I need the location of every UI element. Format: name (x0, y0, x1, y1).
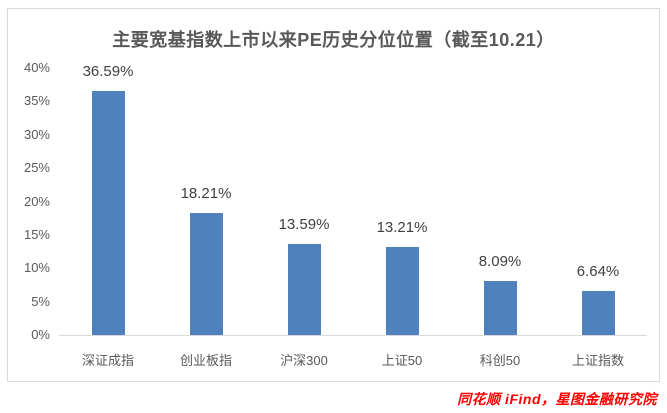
x-category-label: 创业板指 (179, 353, 232, 368)
x-category-label: 深证成指 (81, 353, 134, 368)
x-axis-line (59, 335, 647, 336)
x-category-label: 科创50 (479, 353, 521, 368)
value-label: 36.59% (82, 63, 134, 80)
value-label: 6.64% (576, 263, 620, 280)
x-category-label: 上证50 (381, 353, 423, 368)
y-tick-label: 0% (31, 327, 50, 342)
chart-card: 主要宽基指数上市以来PE历史分位位置（截至10.21） 0% 5% 10% 15% 20… (7, 8, 660, 382)
x-category-label: 沪深300 (280, 353, 328, 368)
bar-上证50 (386, 247, 419, 335)
source-credit: 同花顺 iFind，星图金融研究院 (457, 391, 657, 407)
y-tick-label: 25% (23, 160, 50, 176)
value-label: 13.21% (376, 219, 428, 236)
bar-深证成指 (92, 91, 125, 335)
bar-上证指数 (582, 291, 615, 335)
y-tick-label: 15% (23, 226, 50, 242)
chart-title: 主要宽基指数上市以来PE历史分位位置（截至10.21） (112, 30, 555, 50)
value-label: 18.21% (180, 185, 232, 202)
value-label: 13.59% (278, 216, 330, 233)
y-tick-label: 40% (23, 60, 50, 75)
value-label: 8.09% (478, 253, 522, 270)
y-tick-label: 5% (31, 293, 50, 309)
bar-沪深300 (288, 244, 321, 335)
y-tick-label: 20% (23, 193, 50, 209)
plot-area: 0% 5% 10% 15% 20% 25% 30% 35% 40% 36.59% 深证成指 18.2… (8, 9, 659, 381)
bar-科创50 (484, 281, 517, 335)
bar-创业板指 (190, 213, 223, 335)
y-tick-label: 10% (23, 260, 50, 276)
y-tick-label: 30% (23, 126, 50, 142)
x-category-label: 上证指数 (571, 353, 624, 368)
y-tick-label: 35% (23, 93, 50, 109)
